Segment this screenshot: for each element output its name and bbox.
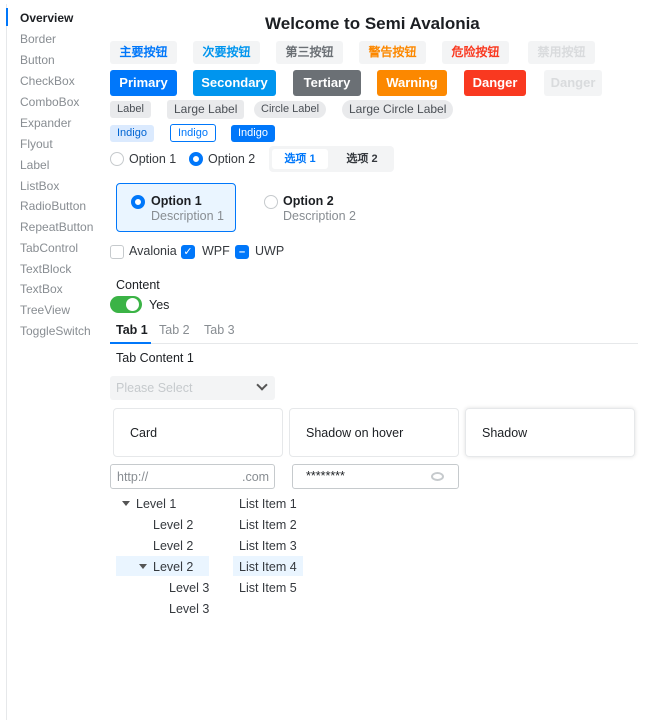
circle-label: Circle Label bbox=[254, 101, 327, 118]
sidebar-item-button[interactable]: Button bbox=[20, 53, 55, 67]
card-shadow: Shadow bbox=[465, 408, 635, 457]
radio-option-1-label: Option 1 bbox=[129, 152, 177, 166]
password-input[interactable]: ******** bbox=[292, 464, 459, 489]
tree-item-level2[interactable]: Level 2 bbox=[153, 560, 194, 574]
list-item[interactable]: List Item 2 bbox=[239, 518, 297, 532]
tree-item-selected[interactable] bbox=[116, 556, 209, 576]
sidebar-item-label[interactable]: Label bbox=[20, 158, 50, 172]
card: Card bbox=[113, 408, 283, 457]
tree-item-level1[interactable]: Level 1 bbox=[136, 497, 177, 511]
sidebar-item-combobox[interactable]: ComboBox bbox=[20, 95, 80, 109]
sidebar-item-listbox[interactable]: ListBox bbox=[20, 179, 60, 193]
checkbox-uwp-label: UWP bbox=[255, 244, 285, 258]
solid-button-4[interactable]: Danger bbox=[464, 70, 526, 96]
toggle-label: Yes bbox=[149, 298, 170, 312]
solid-button-1[interactable]: Secondary bbox=[193, 70, 276, 96]
radio-card-2-title: Option 2 bbox=[283, 194, 334, 208]
tab-content: Tab Content 1 bbox=[116, 351, 194, 365]
checkbox-wpf-label: WPF bbox=[202, 244, 230, 258]
radio-card-1-title: Option 1 bbox=[151, 194, 202, 208]
radio-card-2-desc: Description 2 bbox=[283, 209, 356, 223]
sidebar-item-border[interactable]: Border bbox=[20, 32, 57, 46]
toggle-switch[interactable] bbox=[110, 296, 142, 313]
light-button-4[interactable]: 危险按钮 bbox=[442, 41, 509, 64]
radio-option-2[interactable] bbox=[189, 152, 203, 166]
expand-arrow-icon[interactable] bbox=[122, 501, 130, 506]
combo-box[interactable]: Please Select bbox=[110, 376, 275, 400]
tree-item-level2[interactable]: Level 2 bbox=[153, 539, 194, 553]
light-button-1[interactable]: 次要按钮 bbox=[193, 41, 260, 64]
sidebar-item-radiobutton[interactable]: RadioButton bbox=[20, 199, 87, 213]
sidebar-item-tabcontrol[interactable]: TabControl bbox=[20, 241, 79, 255]
radio-card-1-desc: Description 1 bbox=[151, 209, 224, 223]
sidebar-item-textbox[interactable]: TextBox bbox=[20, 282, 63, 296]
tab-divider bbox=[110, 343, 638, 344]
solid-button-2[interactable]: Tertiary bbox=[293, 70, 361, 96]
radio-card-option-2[interactable]: Option 2 Description 2 bbox=[250, 183, 370, 232]
combo-placeholder: Please Select bbox=[116, 381, 193, 395]
checkbox-avalonia[interactable] bbox=[110, 245, 124, 259]
list-item-selected-bg bbox=[233, 556, 303, 576]
tree-item-level2[interactable]: Level 2 bbox=[153, 518, 194, 532]
chevron-down-icon bbox=[256, 379, 268, 391]
eye-icon[interactable] bbox=[431, 472, 444, 481]
segmented-control: 选项 1 选项 2 bbox=[269, 146, 394, 172]
segment-option-1[interactable]: 选项 1 bbox=[272, 149, 328, 169]
list-item[interactable]: List Item 5 bbox=[239, 581, 297, 595]
indigo-tag-light: Indigo bbox=[110, 125, 154, 142]
tab-1[interactable]: Tab 1 bbox=[116, 323, 148, 337]
light-button-2[interactable]: 第三按钮 bbox=[276, 41, 343, 64]
checkbox-avalonia-label: Avalonia bbox=[129, 244, 177, 258]
sidebar-item-checkbox[interactable]: CheckBox bbox=[20, 74, 75, 88]
radio-option-2-label: Option 2 bbox=[208, 152, 256, 166]
tab-active-indicator bbox=[110, 342, 151, 344]
url-input[interactable]: http:// .com bbox=[110, 464, 275, 489]
indigo-tag-outline: Indigo bbox=[170, 124, 216, 142]
sidebar-item-repeatbutton[interactable]: RepeatButton bbox=[20, 220, 94, 234]
radio-card-1-indicator bbox=[131, 195, 145, 209]
tree-item-level3[interactable]: Level 3 bbox=[169, 602, 210, 616]
solid-button-3[interactable]: Warning bbox=[377, 70, 447, 96]
radio-card-2-indicator bbox=[264, 195, 278, 209]
page-title: Welcome to Semi Avalonia bbox=[265, 14, 480, 33]
sidebar-item-treeview[interactable]: TreeView bbox=[20, 303, 71, 317]
large-label: Large Label bbox=[167, 100, 245, 119]
expand-arrow-icon[interactable] bbox=[139, 564, 147, 569]
sidebar-item-overview[interactable]: Overview bbox=[20, 11, 74, 25]
sidebar-item-toggleswitch[interactable]: ToggleSwitch bbox=[20, 324, 91, 338]
checkbox-uwp[interactable]: – bbox=[235, 245, 249, 259]
light-button-3[interactable]: 警告按钮 bbox=[359, 41, 426, 64]
card-shadow-hover[interactable]: Shadow on hover bbox=[289, 408, 459, 457]
sidebar: Overview Border Button CheckBox ComboBox… bbox=[6, 4, 102, 720]
toggle-header: Content bbox=[116, 278, 160, 292]
tab-3[interactable]: Tab 3 bbox=[204, 323, 235, 337]
radio-option-1[interactable] bbox=[110, 152, 124, 166]
segment-option-2[interactable]: 选项 2 bbox=[346, 153, 378, 165]
checkbox-wpf[interactable]: ✓ bbox=[181, 245, 195, 259]
sidebar-active-indicator bbox=[6, 8, 8, 26]
solid-button-0[interactable]: Primary bbox=[110, 70, 177, 96]
url-suffix: .com bbox=[242, 470, 270, 484]
tree-item-level3[interactable]: Level 3 bbox=[169, 581, 210, 595]
radio-card-option-1[interactable]: Option 1 Description 1 bbox=[116, 183, 236, 232]
password-value: ******** bbox=[306, 469, 345, 483]
list-item[interactable]: List Item 3 bbox=[239, 539, 297, 553]
solid-button-5: Danger bbox=[544, 70, 602, 96]
sidebar-item-textblock[interactable]: TextBlock bbox=[20, 262, 72, 276]
tab-2[interactable]: Tab 2 bbox=[159, 323, 190, 337]
large-circle-label: Large Circle Label bbox=[342, 100, 454, 119]
list-item[interactable]: List Item 4 bbox=[239, 560, 297, 574]
light-button-0[interactable]: 主要按钮 bbox=[110, 41, 177, 64]
indigo-tag-solid: Indigo bbox=[231, 125, 275, 142]
light-button-5: 禁用按钮 bbox=[528, 41, 595, 64]
sidebar-item-expander[interactable]: Expander bbox=[20, 116, 72, 130]
label: Label bbox=[110, 101, 151, 118]
sidebar-item-flyout[interactable]: Flyout bbox=[20, 137, 53, 151]
list-item[interactable]: List Item 1 bbox=[239, 497, 297, 511]
url-prefix: http:// bbox=[117, 470, 149, 484]
